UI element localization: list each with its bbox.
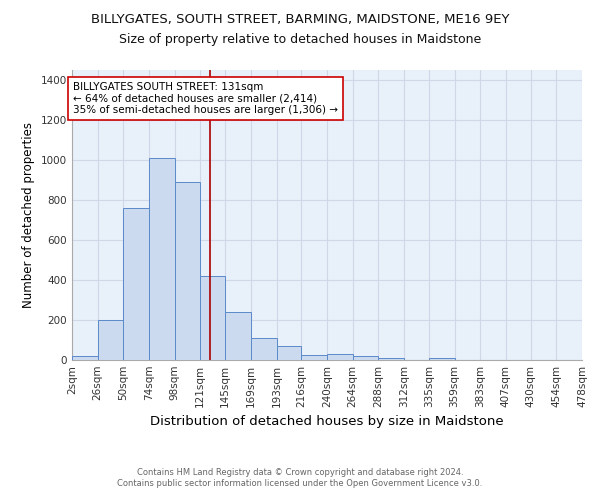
Bar	[277, 346, 301, 360]
Bar	[175, 182, 199, 360]
Bar	[429, 358, 455, 360]
Bar	[72, 356, 98, 360]
Bar	[98, 320, 124, 360]
Text: Size of property relative to detached houses in Maidstone: Size of property relative to detached ho…	[119, 32, 481, 46]
Text: BILLYGATES, SOUTH STREET, BARMING, MAIDSTONE, ME16 9EY: BILLYGATES, SOUTH STREET, BARMING, MAIDS…	[91, 12, 509, 26]
Bar	[149, 158, 175, 360]
X-axis label: Distribution of detached houses by size in Maidstone: Distribution of detached houses by size …	[150, 416, 504, 428]
Bar	[225, 312, 251, 360]
Bar	[124, 208, 149, 360]
Y-axis label: Number of detached properties: Number of detached properties	[22, 122, 35, 308]
Bar	[199, 276, 225, 360]
Bar	[251, 338, 277, 360]
Bar	[301, 355, 327, 360]
Bar	[327, 354, 353, 360]
Text: BILLYGATES SOUTH STREET: 131sqm
← 64% of detached houses are smaller (2,414)
35%: BILLYGATES SOUTH STREET: 131sqm ← 64% of…	[73, 82, 338, 115]
Bar	[379, 358, 404, 360]
Bar	[353, 356, 379, 360]
Text: Contains HM Land Registry data © Crown copyright and database right 2024.
Contai: Contains HM Land Registry data © Crown c…	[118, 468, 482, 487]
